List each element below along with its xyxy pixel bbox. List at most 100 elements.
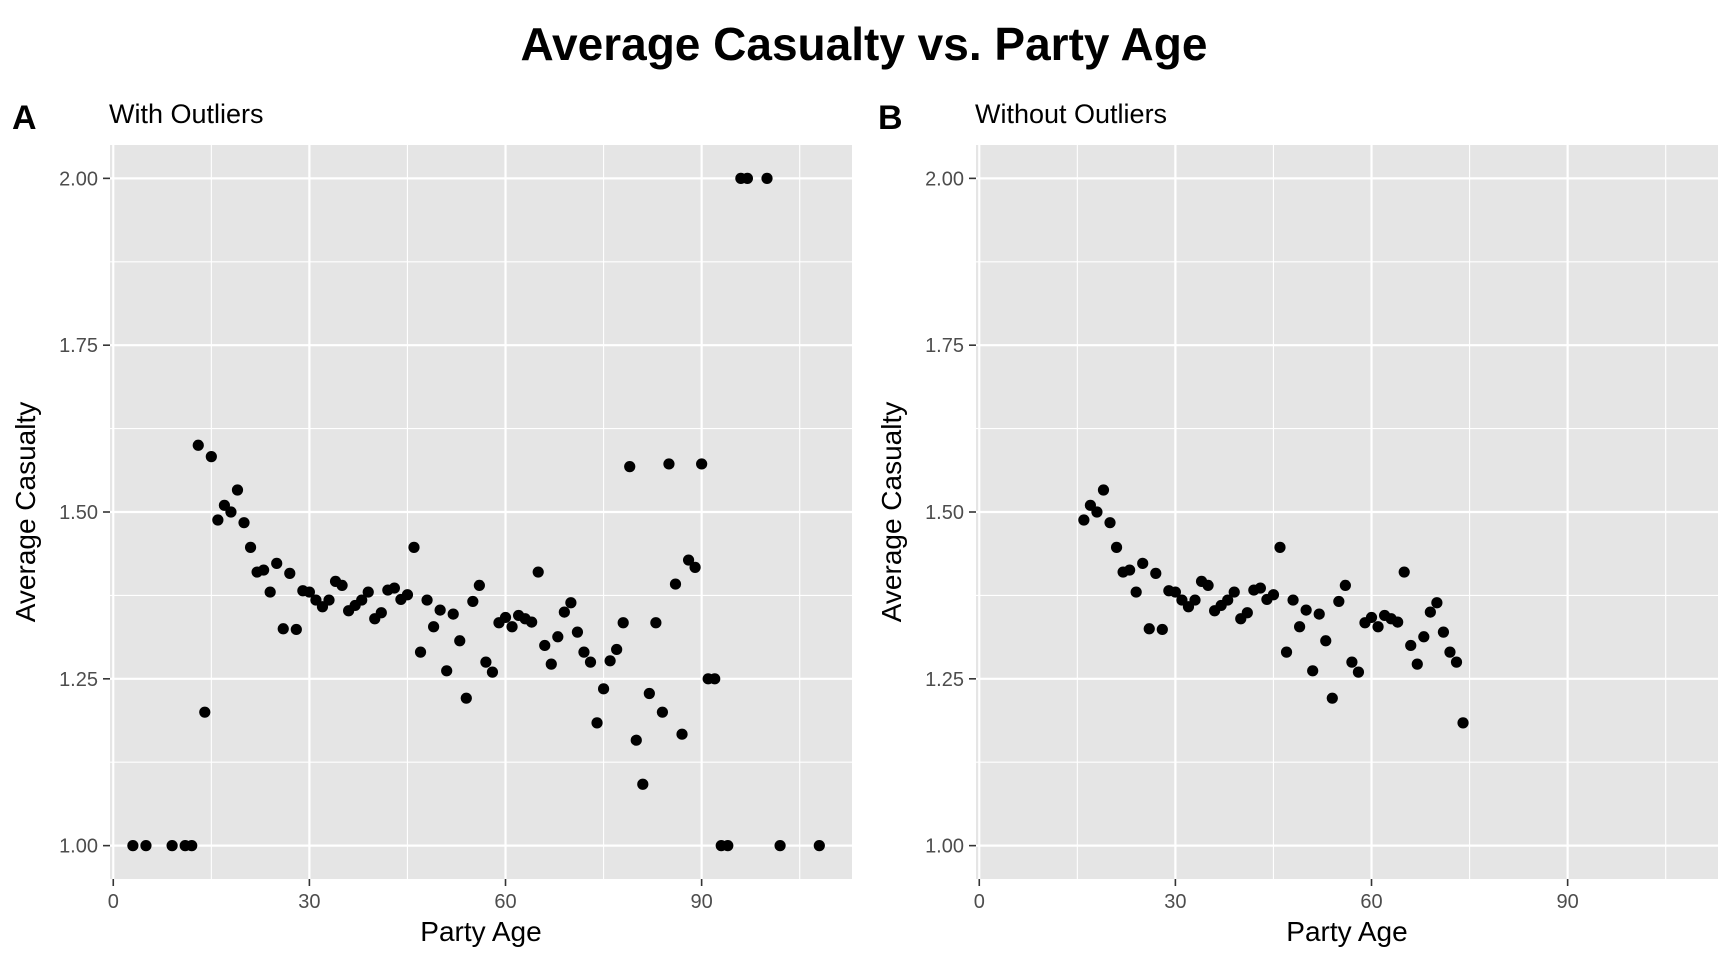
x-tick-label: 60 bbox=[494, 891, 516, 913]
scatter-point bbox=[1137, 557, 1149, 569]
scatter-point bbox=[1339, 579, 1351, 592]
y-tick-label: 1.25 bbox=[925, 669, 964, 691]
scatter-point bbox=[408, 541, 420, 553]
scatter-point bbox=[722, 840, 734, 852]
scatter-point bbox=[205, 451, 217, 463]
x-tick-label: 60 bbox=[1360, 891, 1382, 913]
scatter-point bbox=[460, 692, 472, 704]
scatter-point bbox=[1091, 506, 1103, 518]
panel-b-y-axis-title: Average Casualty bbox=[876, 402, 907, 623]
y-tick-label: 1.00 bbox=[59, 836, 98, 858]
scatter-point bbox=[1130, 586, 1142, 598]
scatter-point bbox=[1326, 692, 1338, 704]
scatter-point bbox=[467, 595, 479, 608]
scatter-point bbox=[434, 604, 446, 616]
panel-a-x-axis-title: Party Age bbox=[420, 916, 541, 947]
scatter-point bbox=[571, 626, 584, 638]
scatter-point bbox=[290, 623, 302, 636]
scatter-point bbox=[506, 621, 518, 633]
scatter-point bbox=[1346, 656, 1358, 668]
scatter-point bbox=[578, 646, 590, 658]
panel-b-x-ticks: 0 30 60 90 bbox=[974, 879, 1579, 913]
scatter-point bbox=[709, 673, 721, 685]
scatter-point bbox=[539, 639, 551, 652]
y-tick-label: 1.75 bbox=[59, 335, 98, 357]
x-tick-label: 30 bbox=[1164, 891, 1186, 913]
scatter-point bbox=[186, 840, 198, 852]
panel-b-x-axis-title: Party Age bbox=[1286, 916, 1407, 947]
scatter-point bbox=[774, 840, 786, 852]
y-tick-label: 1.50 bbox=[925, 502, 964, 524]
scatter-point bbox=[604, 655, 616, 667]
scatter-point bbox=[356, 594, 368, 606]
scatter-point bbox=[1150, 567, 1162, 579]
panel-b-y-ticks: 1.00 1.25 1.50 1.75 2.00 bbox=[925, 168, 976, 858]
scatter-point bbox=[1078, 514, 1090, 526]
scatter-point bbox=[421, 594, 433, 606]
scatter-point bbox=[584, 656, 597, 668]
x-tick-label: 30 bbox=[298, 891, 320, 913]
scatter-point bbox=[1202, 579, 1214, 592]
scatter-point bbox=[1267, 589, 1280, 601]
scatter-point bbox=[192, 439, 204, 451]
scatter-point bbox=[362, 586, 374, 598]
scatter-point bbox=[617, 617, 629, 629]
scatter-point bbox=[1444, 646, 1456, 658]
scatter-point bbox=[1287, 594, 1299, 606]
x-tick-label: 0 bbox=[974, 891, 985, 913]
scatter-point bbox=[1313, 608, 1325, 620]
scatter-point bbox=[473, 579, 485, 592]
panel-a-points bbox=[127, 172, 825, 852]
y-tick-label: 2.00 bbox=[925, 168, 964, 190]
scatter-point bbox=[611, 643, 623, 656]
scatter-point bbox=[414, 646, 427, 658]
scatter-point bbox=[199, 706, 211, 718]
panel-b-subtitle: Without Outliers bbox=[975, 99, 1167, 129]
scatter-point bbox=[1110, 541, 1123, 553]
scatter-point bbox=[264, 586, 276, 598]
panel-a-subtitle: With Outliers bbox=[109, 99, 264, 129]
scatter-point bbox=[388, 582, 400, 594]
scatter-point bbox=[1333, 595, 1345, 608]
scatter-point bbox=[1228, 586, 1240, 598]
scatter-point bbox=[1418, 631, 1430, 643]
figure-title: Average Casualty vs. Party Age bbox=[521, 18, 1208, 70]
scatter-point bbox=[1431, 597, 1443, 609]
scatter-point bbox=[1274, 541, 1286, 553]
scatter-point bbox=[336, 579, 348, 592]
scatter-point bbox=[1307, 665, 1319, 677]
scatter-point bbox=[1189, 594, 1201, 606]
scatter-point bbox=[545, 658, 557, 670]
scatter-point bbox=[1143, 623, 1155, 635]
panel-b: B Without Outliers 0 30 60 90 1.001.251.501… bbox=[876, 99, 1718, 947]
scatter-point bbox=[303, 586, 315, 598]
scatter-point bbox=[447, 608, 459, 620]
scatter-point bbox=[499, 611, 512, 624]
scatter-point bbox=[441, 665, 453, 677]
scatter-point bbox=[1300, 604, 1312, 616]
scatter-point bbox=[212, 514, 224, 526]
scatter-point bbox=[127, 840, 139, 852]
panel-a-x-ticks: 0 30 60 90 bbox=[108, 879, 713, 913]
scatter-point bbox=[231, 484, 244, 496]
scatter-point bbox=[1280, 646, 1293, 658]
scatter-point bbox=[1424, 606, 1436, 618]
scatter-point bbox=[323, 594, 335, 606]
scatter-point bbox=[1392, 616, 1404, 628]
scatter-point bbox=[277, 623, 289, 635]
scatter-point bbox=[238, 517, 250, 529]
scatter-point bbox=[1405, 639, 1417, 652]
panel-b-tag: B bbox=[878, 99, 903, 137]
scatter-point bbox=[696, 458, 708, 470]
scatter-point bbox=[1398, 566, 1410, 578]
scatter-point bbox=[1365, 611, 1378, 624]
scatter-point bbox=[532, 566, 544, 578]
scatter-point bbox=[526, 616, 538, 628]
scatter-point bbox=[1372, 621, 1384, 633]
scatter-point bbox=[428, 621, 440, 633]
scatter-point bbox=[597, 683, 610, 695]
scatter-point bbox=[650, 617, 662, 629]
y-tick-label: 1.50 bbox=[59, 502, 98, 524]
scatter-point bbox=[813, 840, 825, 852]
